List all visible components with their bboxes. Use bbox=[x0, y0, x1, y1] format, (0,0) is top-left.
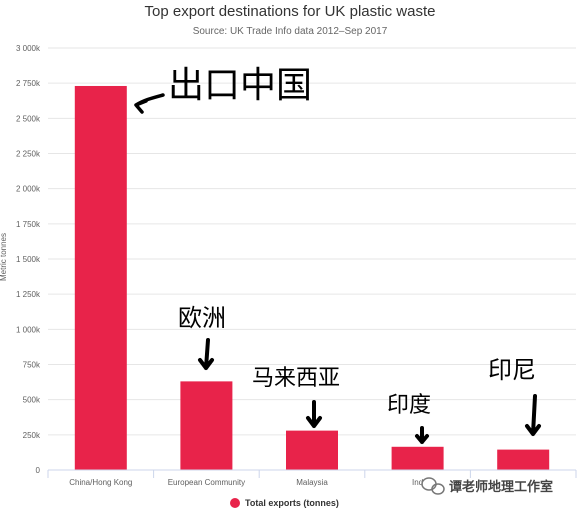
y-tick-label: 1 000k bbox=[16, 325, 41, 334]
legend: Total exports (tonnes) bbox=[230, 498, 339, 508]
bars bbox=[74, 85, 550, 470]
arrow-indonesia bbox=[525, 394, 541, 436]
y-tick-label: 2 000k bbox=[16, 185, 41, 194]
arrow-malaysia bbox=[306, 400, 322, 428]
bar-china-hong-kong bbox=[74, 85, 127, 470]
y-tick-label: 2 250k bbox=[16, 150, 41, 159]
bar-malaysia bbox=[286, 430, 338, 470]
arrow-india bbox=[415, 426, 429, 444]
y-tick-label: 0 bbox=[36, 466, 41, 475]
y-tick-label: 1 750k bbox=[16, 220, 41, 229]
arrow-china bbox=[134, 93, 165, 114]
watermark-text: 谭老师地理工作室 bbox=[449, 479, 553, 495]
bar-european-community bbox=[180, 381, 233, 470]
y-tick-label: 1 500k bbox=[16, 255, 41, 264]
y-tick-label: 2 750k bbox=[16, 79, 41, 88]
y-tick-label: 250k bbox=[23, 431, 41, 440]
chart-title: Top export destinations for UK plastic w… bbox=[145, 3, 436, 20]
watermark: 谭老师地理工作室 bbox=[421, 477, 553, 495]
annotation-europe: 欧洲 bbox=[178, 304, 226, 332]
legend-swatch bbox=[230, 498, 240, 508]
bar-indonesia bbox=[497, 449, 550, 470]
legend-label: Total exports (tonnes) bbox=[245, 498, 339, 508]
bar-india bbox=[391, 446, 444, 470]
y-tick-label: 500k bbox=[23, 396, 41, 405]
wechat-icon bbox=[421, 477, 445, 495]
y-axis-ticks: 0 250k 500k 750k 1 000k 1 250k 1 500k 1 750k 2 0… bbox=[16, 44, 41, 475]
chart-subtitle: Source: UK Trade Info data 2012–Sep 2017 bbox=[193, 26, 388, 37]
annotation-malaysia: 马来西亚 bbox=[252, 366, 340, 391]
y-tick-label: 3 000k bbox=[16, 44, 41, 53]
gridlines bbox=[48, 47, 576, 436]
x-tick-label: Malaysia bbox=[296, 478, 328, 487]
x-tick-label: European Community bbox=[168, 478, 245, 487]
annotation-indonesia: 印尼 bbox=[488, 356, 536, 384]
y-tick-label: 2 500k bbox=[16, 114, 41, 123]
x-tick-label: Ind bbox=[412, 478, 423, 487]
annotations: 出口中国 欧洲 马来西亚 印度 印尼 bbox=[134, 65, 541, 444]
annotation-india: 印度 bbox=[387, 393, 431, 418]
x-tick-label: China/Hong Kong bbox=[69, 478, 132, 487]
y-tick-label: 1 250k bbox=[16, 290, 41, 299]
arrow-europe bbox=[198, 338, 214, 370]
annotation-china: 出口中国 bbox=[168, 65, 312, 106]
y-axis-title: Metric tonnes bbox=[0, 233, 8, 281]
y-tick-label: 750k bbox=[23, 361, 41, 370]
x-axis-ticks: China/Hong Kong European Community Malaysi… bbox=[47, 470, 577, 487]
